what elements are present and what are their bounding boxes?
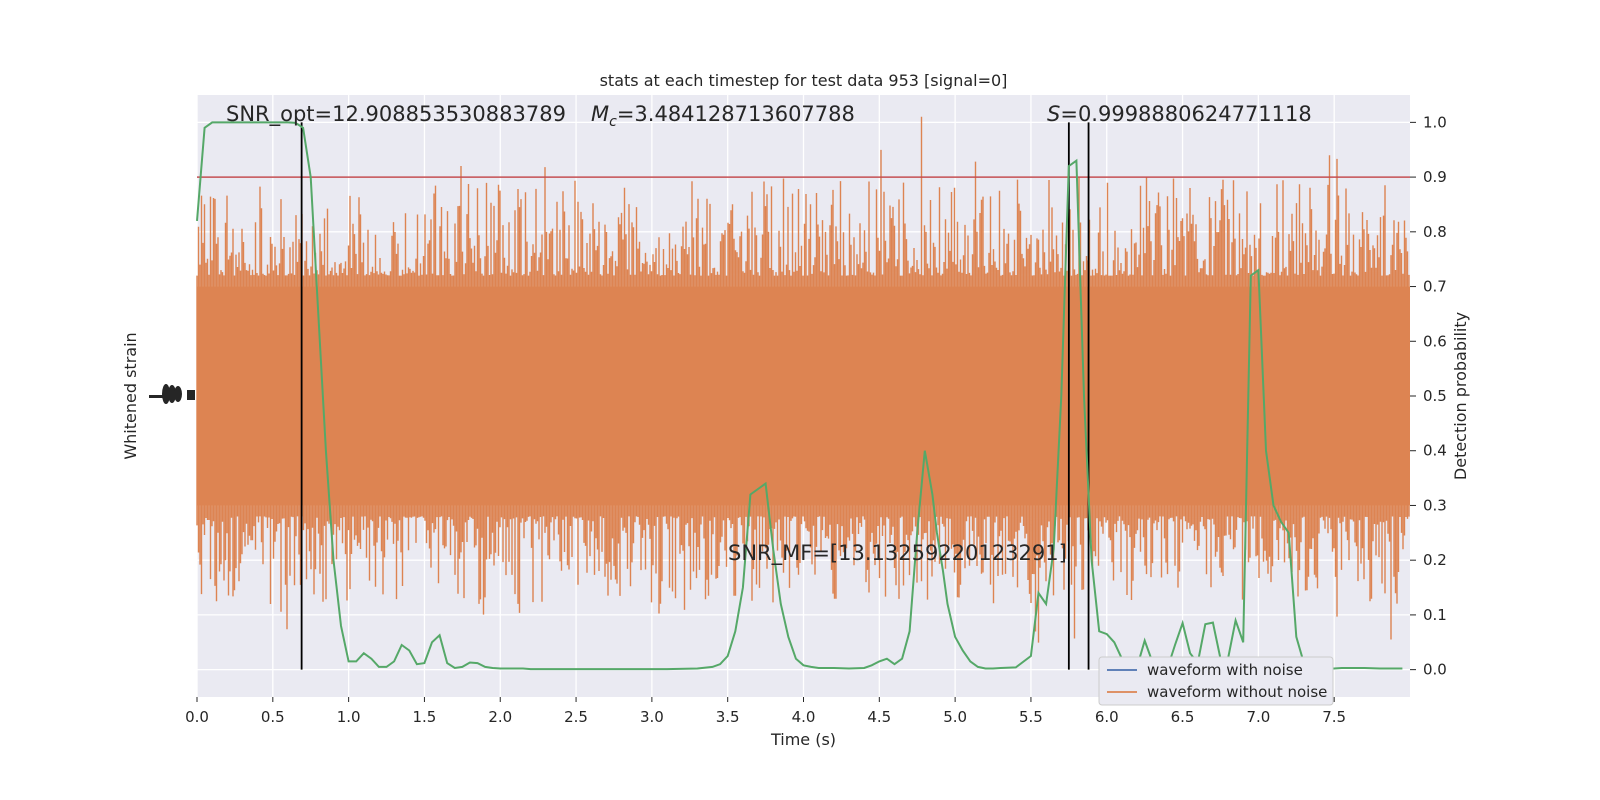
right-y-axis-label: Detection probability (1451, 312, 1470, 480)
waveform-without-noise-band (196, 116, 1410, 643)
x-tick-label: 3.5 (716, 708, 740, 726)
y-tick-label: 0.7 (1423, 278, 1447, 296)
y-tick-label: 0.9 (1423, 168, 1447, 186)
chart-title: stats at each timestep for test data 953… (600, 71, 1008, 90)
annotation-chirp-mass: Mc=3.484128713607788 (591, 102, 855, 130)
x-axis-label: Time (s) (770, 730, 836, 749)
annotation-chirp-mass-subscript: c (609, 114, 617, 130)
y-tick-label: 0.0 (1423, 661, 1447, 679)
legend-entry-without-noise: waveform without noise (1147, 683, 1327, 701)
left-tick-glyph (174, 386, 182, 402)
x-tick-label: 7.0 (1246, 708, 1270, 726)
y-tick-label: 0.6 (1423, 332, 1447, 350)
annotation-snr-opt: SNR_opt=12.908853530883789 (226, 102, 566, 127)
y-tick-label: 0.8 (1423, 223, 1447, 241)
legend-box (1098, 656, 1334, 706)
x-tick-label: 4.0 (792, 708, 816, 726)
y-tick-label: 0.5 (1423, 387, 1447, 405)
x-tick-label: 5.0 (943, 708, 967, 726)
y-tick-label: 0.4 (1423, 442, 1447, 460)
x-tick-label: 0.0 (185, 708, 209, 726)
x-tick-label: 6.5 (1171, 708, 1195, 726)
annotation-chirp-mass-symbol: M (591, 102, 609, 126)
left-tick-dash (149, 395, 163, 398)
left-tick-mark (187, 390, 195, 400)
x-tick-label: 7.5 (1322, 708, 1346, 726)
left-axis-overlapping-ticks (149, 384, 195, 404)
annotation-s-symbol: S (1047, 102, 1060, 126)
annotation-s-value: S=0.9998880624771118 (1047, 102, 1312, 126)
annotation-s-number: =0.9998880624771118 (1060, 102, 1311, 126)
left-y-axis-label: Whitened strain (121, 332, 140, 459)
y-tick-label: 0.2 (1423, 551, 1447, 569)
legend: waveform with noise waveform without noi… (1098, 656, 1334, 706)
annotation-snr-mf: SNR_MF=[13.13259220123291] (728, 541, 1067, 566)
trigger-vlines (300, 122, 1090, 670)
right-axis-ticks: 0.0 0.1 0.2 0.3 0.4 0.5 0.6 0.7 0.8 0.9 1.0 (1410, 113, 1447, 679)
x-axis-ticks: 0.0 0.5 1.0 1.5 2.0 2.5 3.0 3.5 4.0 4.5 5.0 5.5 6.0 6… (185, 697, 1346, 726)
legend-entry-with-noise: waveform with noise (1147, 661, 1303, 679)
y-tick-label: 0.3 (1423, 496, 1447, 514)
detection-probability-line (196, 121, 1403, 671)
x-tick-label: 0.5 (261, 708, 285, 726)
x-tick-label: 3.0 (640, 708, 664, 726)
x-tick-label: 1.0 (337, 708, 361, 726)
left-tick-glyph (162, 384, 170, 404)
annotation-chirp-mass-value: =3.484128713607788 (617, 102, 855, 126)
y-tick-label: 1.0 (1423, 113, 1447, 131)
left-tick-glyph (168, 385, 176, 403)
y-tick-label: 0.1 (1423, 606, 1447, 624)
x-tick-label: 5.5 (1019, 708, 1043, 726)
x-tick-label: 4.5 (867, 708, 891, 726)
x-tick-label: 1.5 (413, 708, 437, 726)
x-tick-label: 2.5 (564, 708, 588, 726)
x-tick-label: 2.0 (488, 708, 512, 726)
x-tick-label: 6.0 (1095, 708, 1119, 726)
waveform-spikes (196, 116, 1410, 643)
